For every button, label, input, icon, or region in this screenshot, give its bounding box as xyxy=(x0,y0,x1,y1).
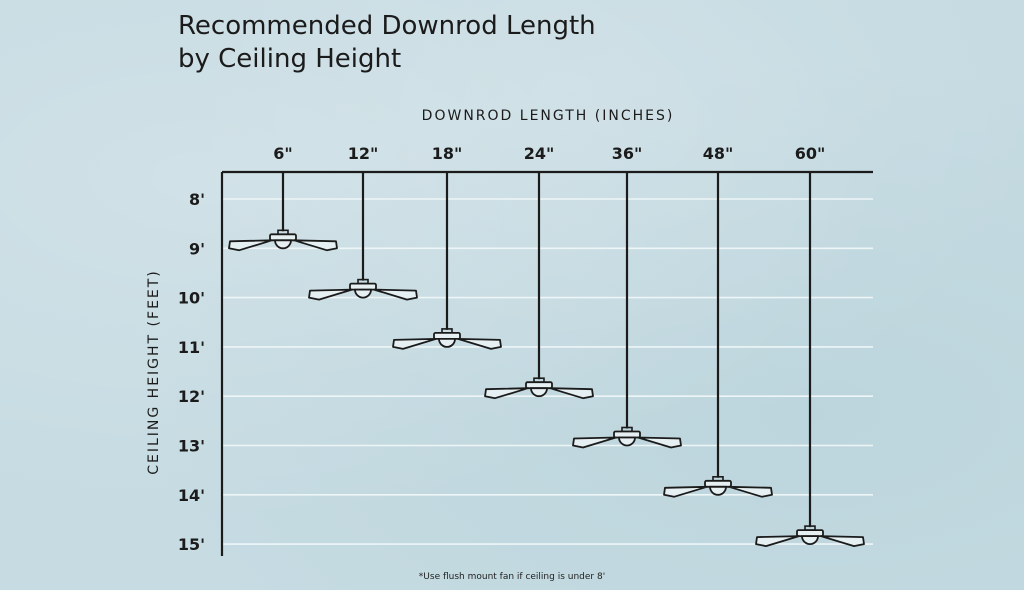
fan-blade-left xyxy=(663,485,708,498)
x-category-label: 60" xyxy=(795,144,826,163)
fan-light-bowl xyxy=(618,436,636,447)
fan-blade-left xyxy=(572,436,617,449)
ceiling-fan-marker xyxy=(392,172,502,350)
fan-light-bowl xyxy=(274,239,292,250)
axes xyxy=(220,170,873,556)
x-category-label: 36" xyxy=(612,144,643,163)
y-tick-label: 10' xyxy=(178,289,205,308)
gridlines xyxy=(222,198,873,545)
y-tick-label: 9' xyxy=(189,239,205,258)
x-axis-title: DOWNROD LENGTH (INCHES) xyxy=(422,108,675,124)
fan-blade-left xyxy=(228,239,273,252)
fan-blade-left xyxy=(392,337,437,350)
fan-blade-right xyxy=(549,387,594,400)
y-tick-label: 13' xyxy=(178,437,205,456)
fan-light-bowl xyxy=(530,387,548,398)
fan-blade-right xyxy=(820,535,865,547)
ceiling-fan-marker xyxy=(663,172,773,498)
fan-markers xyxy=(228,171,865,547)
fan-light-bowl xyxy=(709,485,727,496)
fan-blade-right xyxy=(293,239,338,252)
ceiling-fan-marker xyxy=(228,172,338,252)
y-tick-label: 8' xyxy=(189,190,205,209)
footnote: *Use flush mount fan if ceiling is under… xyxy=(418,572,606,582)
y-tick-label: 15' xyxy=(178,535,205,554)
ceiling-fan-marker xyxy=(484,172,594,400)
x-category-label: 12" xyxy=(348,144,379,163)
fan-blade-left xyxy=(484,387,529,400)
chart-title-line-2: by Ceiling Height xyxy=(178,44,402,74)
x-category-label: 24" xyxy=(524,144,555,163)
chart-title-line-1: Recommended Downrod Length xyxy=(178,11,596,41)
fan-blade-left xyxy=(755,535,800,547)
y-axis-title: CEILING HEIGHT (FEET) xyxy=(146,269,162,475)
fan-blade-right xyxy=(457,337,502,350)
fan-blade-right xyxy=(637,436,682,449)
y-tick-label: 12' xyxy=(178,387,205,406)
fan-light-bowl xyxy=(438,337,456,348)
y-tick-label: 14' xyxy=(178,486,205,505)
fan-light-bowl xyxy=(354,288,372,299)
x-category-label: 48" xyxy=(703,144,734,163)
x-category-label: 18" xyxy=(432,144,463,163)
x-category-label: 6" xyxy=(273,144,292,163)
axis-labels: 8' 9' 10' 11' 12' 13' 14' 15' 6" 12" 18" 24" 36" 48" 6… xyxy=(146,108,825,554)
fan-motor-housing xyxy=(796,529,824,537)
ceiling-fan-marker xyxy=(755,171,865,547)
ceiling-fan-marker xyxy=(572,172,682,449)
fan-light-bowl xyxy=(801,535,819,545)
fan-blade-left xyxy=(308,288,353,301)
ceiling-fan-marker xyxy=(308,172,418,301)
y-tick-label: 11' xyxy=(178,338,205,357)
fan-blade-right xyxy=(728,485,773,498)
chart-title: Recommended Downrod Length by Ceiling He… xyxy=(178,10,798,76)
fan-blade-right xyxy=(373,288,418,301)
